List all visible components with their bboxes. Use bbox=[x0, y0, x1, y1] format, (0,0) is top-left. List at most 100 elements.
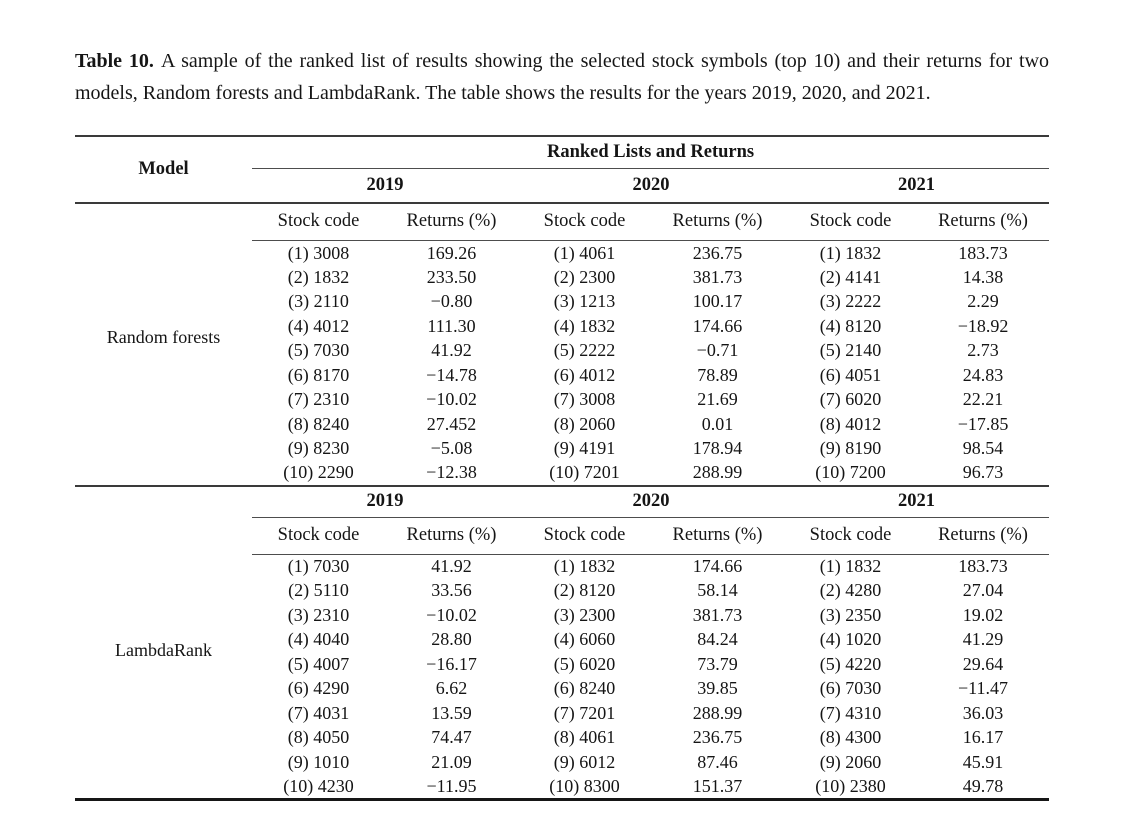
stock-code-cell: (9) 4191 bbox=[553, 438, 616, 459]
returns-cell: −11.95 bbox=[385, 774, 518, 801]
stock-code-cell: (8) 8240 bbox=[287, 413, 350, 434]
year-header-2020: 2020 bbox=[518, 168, 784, 204]
returns-cell: 111.30 bbox=[427, 315, 476, 336]
returns-cell: 45.91 bbox=[962, 751, 1004, 772]
returns-cell: 233.50 bbox=[426, 266, 477, 287]
stock-code-cell: (4) 4040 bbox=[287, 629, 350, 650]
stock-code-header: Stock code bbox=[518, 203, 651, 241]
returns-cell: −0.71 bbox=[696, 340, 739, 361]
year-header-2019: 2019 bbox=[252, 168, 518, 204]
blank-cell bbox=[75, 203, 252, 241]
stock-code-cell: (3) 2222 bbox=[819, 291, 882, 312]
returns-cell: 28.80 bbox=[431, 629, 472, 650]
stock-code-cell: (7) 6020 bbox=[819, 389, 882, 410]
stock-code-cell: (6) 8240 bbox=[553, 678, 616, 699]
returns-cell: −16.17 bbox=[426, 653, 477, 674]
stock-code-cell: (3) 2110 bbox=[288, 291, 349, 312]
returns-cell: 29.64 bbox=[962, 653, 1004, 674]
stock-code-header: Stock code bbox=[252, 517, 385, 555]
returns-cell: 381.73 bbox=[692, 604, 743, 625]
returns-cell: 84.24 bbox=[697, 629, 738, 650]
stock-code-cell: (2) 2300 bbox=[553, 266, 616, 287]
table-row: (3) 2110 −0.80 (3) 1213 100.17 (3) 2222 2.29 bbox=[75, 290, 1049, 315]
returns-cell: 49.78 bbox=[917, 774, 1050, 801]
table-row: (2) 5110 33.56 (2) 8120 58.14 (2) 4280 27.04 bbox=[75, 579, 1049, 604]
returns-cell: 381.73 bbox=[692, 266, 743, 287]
returns-cell: 21.69 bbox=[697, 389, 738, 410]
stock-code-cell: (4) 1832 bbox=[553, 315, 616, 336]
stock-code-cell: (3) 2300 bbox=[553, 604, 616, 625]
year-header-2020: 2020 bbox=[518, 485, 784, 518]
returns-cell: −10.02 bbox=[426, 389, 477, 410]
stock-code-cell: (1) 1832 bbox=[819, 556, 882, 577]
returns-cell: 236.75 bbox=[692, 727, 743, 748]
returns-cell: 19.02 bbox=[962, 604, 1004, 625]
table-row: (3) 2310 −10.02 (3) 2300 381.73 (3) 2350 19.0… bbox=[75, 603, 1049, 628]
random-forests-section: Random forests (1) 3008 169.26 (1) 4061 236.… bbox=[75, 240, 1050, 487]
returns-cell: 33.56 bbox=[431, 580, 472, 601]
returns-header: Returns (%) bbox=[917, 517, 1050, 555]
stock-code-cell: (9) 6012 bbox=[553, 751, 616, 772]
table-header-section: Model Ranked Lists and Returns 2019 2020… bbox=[75, 136, 1050, 241]
returns-cell: 58.14 bbox=[697, 580, 738, 601]
stock-code-cell: (1) 1832 bbox=[553, 556, 616, 577]
stock-code-cell: (2) 5110 bbox=[288, 580, 349, 601]
stock-code-cell: (4) 1020 bbox=[819, 629, 882, 650]
returns-cell: 41.92 bbox=[431, 556, 472, 577]
returns-cell: −0.80 bbox=[430, 291, 473, 312]
stock-code-cell: (7) 3008 bbox=[553, 389, 616, 410]
returns-cell: 78.89 bbox=[697, 364, 738, 385]
stock-code-header: Stock code bbox=[784, 517, 917, 555]
returns-cell: 6.62 bbox=[435, 678, 468, 699]
returns-cell: 41.92 bbox=[431, 340, 472, 361]
stock-code-cell: (7) 2310 bbox=[287, 389, 350, 410]
stock-code-cell: (2) 1832 bbox=[287, 266, 350, 287]
stock-code-cell: (10) 8300 bbox=[518, 774, 651, 801]
group-header: Ranked Lists and Returns bbox=[252, 136, 1050, 169]
stock-code-cell: (6) 4290 bbox=[287, 678, 350, 699]
stock-code-header: Stock code bbox=[784, 203, 917, 241]
stock-code-cell: (10) 4230 bbox=[252, 774, 385, 801]
table-row: (6) 8170 −14.78 (6) 4012 78.89 (6) 4051 24.83 bbox=[75, 363, 1049, 388]
returns-header: Returns (%) bbox=[385, 517, 518, 555]
returns-cell: 36.03 bbox=[962, 702, 1004, 723]
returns-header: Returns (%) bbox=[917, 203, 1050, 241]
year-header-2021: 2021 bbox=[784, 168, 1050, 204]
stock-code-cell: (10) 7200 bbox=[784, 461, 917, 487]
returns-cell: 96.73 bbox=[917, 461, 1050, 487]
group-header-row: Model Ranked Lists and Returns bbox=[75, 136, 1050, 204]
stock-code-cell: (9) 8190 bbox=[819, 438, 882, 459]
stock-code-cell: (6) 4012 bbox=[553, 364, 616, 385]
returns-cell: 27.452 bbox=[426, 413, 477, 434]
returns-cell: 0.01 bbox=[701, 413, 734, 434]
table-row: (8) 4050 74.47 (8) 4061 236.75 (8) 4300 16.17 bbox=[75, 726, 1049, 751]
returns-cell: 73.79 bbox=[697, 653, 738, 674]
returns-cell: −18.92 bbox=[957, 315, 1009, 336]
stock-code-cell: (9) 1010 bbox=[287, 751, 350, 772]
model-column-header: Model bbox=[75, 136, 252, 204]
returns-header: Returns (%) bbox=[651, 517, 784, 555]
table-mid-header-section: 2019 2020 2021 Stock code Returns (%) St… bbox=[75, 485, 1050, 555]
returns-cell: 41.29 bbox=[962, 629, 1004, 650]
table-caption-text: A sample of the ranked list of results s… bbox=[75, 50, 1050, 104]
returns-cell: 174.66 bbox=[692, 315, 743, 336]
stock-code-cell: (5) 4220 bbox=[819, 653, 882, 674]
table-row: (2) 1832 233.50 (2) 2300 381.73 (2) 4141 14.3… bbox=[75, 265, 1049, 290]
stock-code-cell: (1) 7030 bbox=[287, 556, 350, 577]
stock-code-cell: (7) 7201 bbox=[553, 702, 616, 723]
stock-code-cell: (2) 4141 bbox=[819, 266, 882, 287]
returns-header: Returns (%) bbox=[651, 203, 784, 241]
years-header-row: 2019 2020 2021 bbox=[75, 168, 1050, 204]
column-header-row: Stock code Returns (%) Stock code Return… bbox=[75, 517, 1050, 555]
returns-cell: 100.17 bbox=[692, 291, 743, 312]
returns-cell: −12.38 bbox=[385, 461, 518, 487]
table-row: (9) 1010 21.09 (9) 6012 87.46 (9) 2060 45.91 bbox=[75, 750, 1049, 775]
returns-cell: 151.37 bbox=[651, 774, 784, 801]
returns-cell: 2.29 bbox=[967, 291, 999, 312]
stock-code-cell: (8) 2060 bbox=[553, 413, 616, 434]
stock-code-cell: (1) 4061 bbox=[553, 242, 616, 263]
table-row: Random forests (1) 3008 169.26 (1) 4061 236.… bbox=[75, 240, 1049, 487]
table-row: (10) 2290 −12.38 (10) 7201 288.99 (10) 7200 9… bbox=[75, 461, 1050, 487]
returns-cell: −5.08 bbox=[430, 438, 473, 459]
